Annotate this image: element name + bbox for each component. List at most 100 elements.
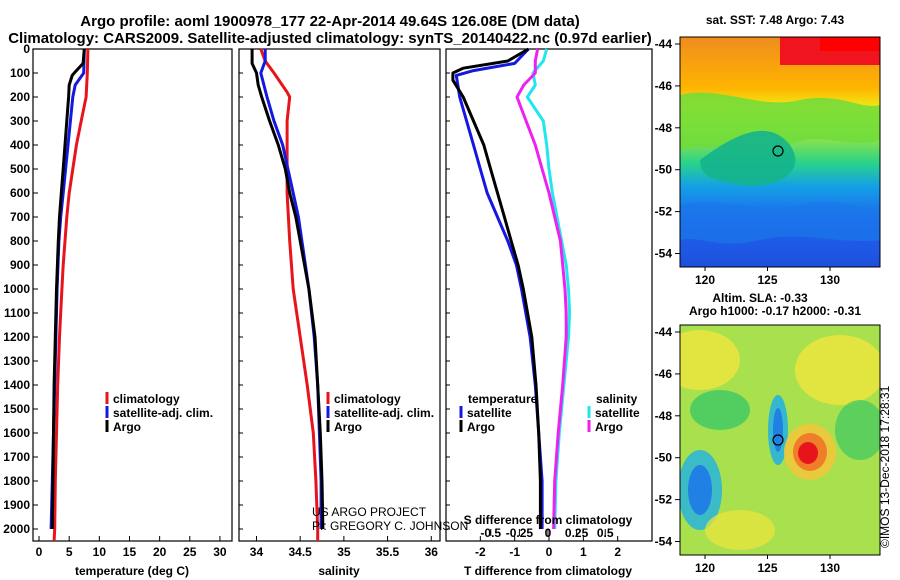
- lon-tick-label: 125: [757, 561, 777, 575]
- depth-tick-label: 1800: [3, 474, 30, 488]
- series-line-salinity-satellite: [525, 48, 572, 530]
- x-tick-label: 1: [580, 545, 587, 559]
- difference-panel-frame: [445, 48, 653, 542]
- x-tick-label: 25: [183, 545, 197, 559]
- lat-tick-label: -48: [655, 409, 673, 423]
- x-tick-label: 30: [213, 545, 227, 559]
- temperature-xlabel: temperature (deg C): [75, 564, 189, 578]
- x-tick-label: -2: [475, 545, 486, 559]
- lat-tick-label: -48: [655, 121, 673, 135]
- x-tick-label: 0: [546, 545, 553, 559]
- depth-tick-label: 800: [10, 234, 30, 248]
- sst-band: [680, 201, 880, 244]
- s-tick-label: 0.5: [597, 526, 614, 540]
- sst-argo-marker: [772, 145, 784, 157]
- sst-map-frame: [679, 36, 881, 268]
- depth-tick-label: 1100: [4, 306, 30, 320]
- series-line-argo: [250, 49, 325, 530]
- x-tick-label: 34: [250, 545, 264, 559]
- lat-tick-label: -54: [655, 247, 673, 261]
- x-tick-label: 0: [36, 545, 43, 559]
- s-tick-label: -0.25: [506, 526, 534, 540]
- series-line-salinity-argo: [515, 48, 568, 530]
- legend-label: satellite-adj. clim.: [334, 406, 434, 420]
- lat-tick-label: -44: [655, 325, 673, 339]
- sla-low: [835, 400, 880, 460]
- legend-label: Argo: [595, 420, 623, 434]
- depth-tick-label: 0: [23, 42, 30, 56]
- lat-tick-label: -54: [655, 535, 673, 549]
- x-tick-label: 35.5: [376, 545, 400, 559]
- lon-tick-label: 130: [820, 273, 840, 287]
- x-tick-label: -1: [509, 545, 520, 559]
- difference-xlabel: T difference from climatology: [464, 564, 632, 578]
- sla-low: [773, 408, 783, 452]
- sst-map-title: sat. SST: 7.48 Argo: 7.43: [706, 13, 845, 27]
- temperature-plot: 0 5 10 15 20 25 30: [33, 48, 227, 559]
- lat-tick-label: -52: [655, 205, 673, 219]
- depth-tick-label: 300: [10, 114, 30, 128]
- lon-tick-label: 120: [695, 273, 715, 287]
- difference-plot: -2 -1 0 1 2 -0.5 -0.25 0 0.25 0.5: [446, 47, 621, 559]
- temperature-panel-frame: [32, 48, 233, 542]
- salinity-panel-frame: [238, 48, 441, 542]
- depth-tick-label: 1400: [3, 378, 30, 392]
- series-line-temperature-argo: [451, 47, 542, 529]
- depth-tick-label: 600: [10, 186, 30, 200]
- depth-tick-label: 1900: [3, 498, 30, 512]
- sla-map-frame: [679, 324, 881, 556]
- x-tick-label: 5: [66, 545, 73, 559]
- sla-low: [688, 465, 712, 515]
- sst-front: [680, 92, 880, 151]
- legend-label: climatology: [334, 392, 401, 406]
- depth-tick-label: 1300: [3, 354, 30, 368]
- depth-tick-label: 1200: [3, 330, 30, 344]
- depth-tick-label: 400: [10, 138, 30, 152]
- depth-tick-label: 1600: [3, 426, 30, 440]
- legend-label: satellite: [595, 406, 640, 420]
- credit-line1: US ARGO PROJECT: [312, 505, 427, 519]
- x-tick-label: 15: [123, 545, 137, 559]
- depth-tick-label: 500: [10, 162, 30, 176]
- lat-tick-label: -50: [655, 451, 673, 465]
- s-tick-label: 0: [545, 526, 552, 540]
- sla-map-title1: Altim. SLA: -0.33: [712, 291, 808, 305]
- depth-tick-label: 100: [10, 66, 30, 80]
- depth-tick-label: 2000: [3, 522, 30, 536]
- sla-high: [680, 330, 740, 390]
- lon-tick-label: 130: [820, 561, 840, 575]
- credit-line2: PI: GREGORY C. JOHNSON: [312, 519, 468, 533]
- legend-label: Argo: [467, 420, 495, 434]
- x-tick-label: 20: [153, 545, 167, 559]
- timestamp: ©IMOS 13-Dec-2018 17:28:31: [878, 385, 892, 548]
- figure-title-line1: Argo profile: aoml 1900978_177 22-Apr-20…: [80, 13, 579, 30]
- sst-map: [679, 36, 881, 268]
- map-axis-ticks: -44 -46 -48 -50 -52 -54 120 125 130 -44 -46 -48 -50 -…: [655, 37, 841, 575]
- lon-tick-label: 125: [757, 273, 777, 287]
- depth-tick-label: 900: [10, 258, 30, 272]
- series-line-temperature-satellite: [454, 47, 544, 529]
- legend-label: satellite: [467, 406, 512, 420]
- lat-tick-label: -46: [655, 367, 673, 381]
- salinity-legend: climatology satellite-adj. clim. Argo: [326, 392, 434, 434]
- depth-tick-label: 1700: [3, 450, 30, 464]
- salinity-plot: 34 34.5 35 35.5 36: [239, 48, 438, 559]
- x-tick-label: 2: [614, 545, 621, 559]
- legend-label: climatology: [113, 392, 180, 406]
- difference-temperature-legend: temperature satellite Argo: [459, 392, 538, 434]
- sla-high: [705, 510, 775, 550]
- difference-top-xlabel: S difference from climatology: [464, 513, 633, 527]
- sla-high: [798, 442, 818, 464]
- x-tick-label: 10: [93, 545, 107, 559]
- depth-tick-label: 200: [10, 90, 30, 104]
- s-tick-label: 0.25: [565, 526, 589, 540]
- sla-argo-marker: [772, 434, 784, 446]
- x-tick-label: 34.5: [288, 545, 312, 559]
- salinity-xlabel: salinity: [318, 564, 360, 578]
- lat-tick-label: -50: [655, 163, 673, 177]
- sla-high: [795, 335, 880, 405]
- series-line-climatology: [52, 48, 90, 542]
- difference-salinity-legend: salinity satellite Argo: [587, 392, 640, 434]
- legend-title: temperature: [468, 392, 538, 406]
